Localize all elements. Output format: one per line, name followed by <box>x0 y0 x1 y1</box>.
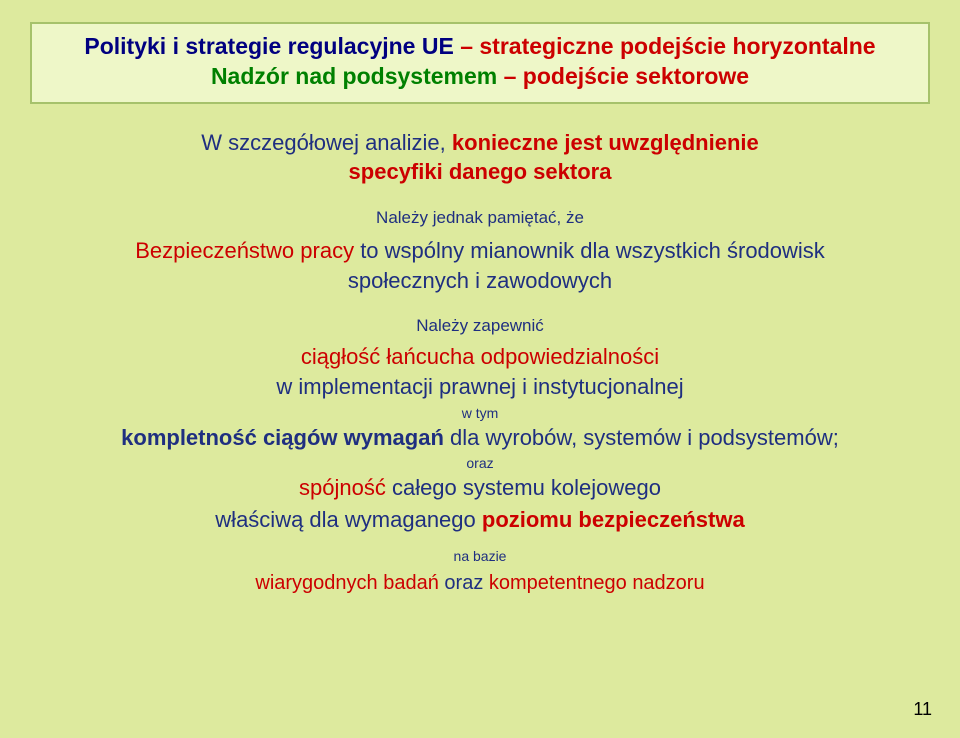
safety-a: Bezpieczeństwo pracy <box>135 238 360 263</box>
and-note: oraz <box>0 454 960 473</box>
intro-line-1: W szczegółowej analizie, konieczne jest … <box>0 128 960 158</box>
intro-part-c: specyfiki danego sektora <box>349 159 612 184</box>
implementation-line: w implementacji prawnej i instytucjonaln… <box>0 372 960 402</box>
page-number: 11 <box>913 699 932 720</box>
slide-body: W szczegółowej analizie, konieczne jest … <box>0 128 960 597</box>
cohesion-a: spójność <box>299 475 392 500</box>
level-b: poziomu bezpieczeństwa <box>482 507 745 532</box>
cohesion-b: całego systemu kolejowego <box>392 475 661 500</box>
title-line1-part2: – strategiczne podejście horyzontalne <box>460 33 875 59</box>
chain-line: ciągłość łańcucha odpowiedzialności <box>0 342 960 372</box>
basis-note: na bazie <box>0 547 960 566</box>
safety-line-2: społecznych i zawodowych <box>0 266 960 296</box>
title-box: Polityki i strategie regulacyjne UE – st… <box>30 22 930 104</box>
cohesion-line: spójność całego systemu kolejowego <box>0 473 960 503</box>
intro-part-a: W szczegółowej analizie, <box>201 130 452 155</box>
level-a: właściwą dla wymaganego <box>215 507 482 532</box>
title-line2-part1: Nadzór nad podsystemem <box>211 63 504 89</box>
title-line-1: Polityki i strategie regulacyjne UE – st… <box>44 32 916 62</box>
research-line: wiarygodnych badań oraz kompetentnego na… <box>0 570 960 597</box>
ensure-note: Należy zapewnić <box>0 315 960 338</box>
safety-line-1: Bezpieczeństwo pracy to wspólny mianowni… <box>0 236 960 266</box>
research-c: kompetentnego nadzoru <box>489 572 705 594</box>
intro-line-2: specyfiki danego sektora <box>0 157 960 187</box>
level-line: właściwą dla wymaganego poziomu bezpiecz… <box>0 505 960 535</box>
safety-c: społecznych i zawodowych <box>348 268 612 293</box>
research-b: oraz <box>444 572 488 594</box>
safety-b: to wspólny mianownik dla wszystkich środ… <box>360 238 825 263</box>
title-line2-part2: – podejście sektorowe <box>504 63 749 89</box>
completeness-line: kompletność ciągów wymagań dla wyrobów, … <box>0 423 960 453</box>
title-line-2: Nadzór nad podsystemem – podejście sekto… <box>44 62 916 92</box>
completeness-b: dla wyrobów, systemów i podsystemów; <box>450 425 839 450</box>
completeness-a: kompletność ciągów wymagań <box>121 425 450 450</box>
note-1: Należy jednak pamiętać, że <box>0 207 960 230</box>
including-note: w tym <box>0 404 960 423</box>
intro-part-b: konieczne jest uwzględnienie <box>452 130 759 155</box>
title-line1-part1: Polityki i strategie regulacyjne UE <box>84 33 460 59</box>
research-a: wiarygodnych badań <box>255 572 444 594</box>
